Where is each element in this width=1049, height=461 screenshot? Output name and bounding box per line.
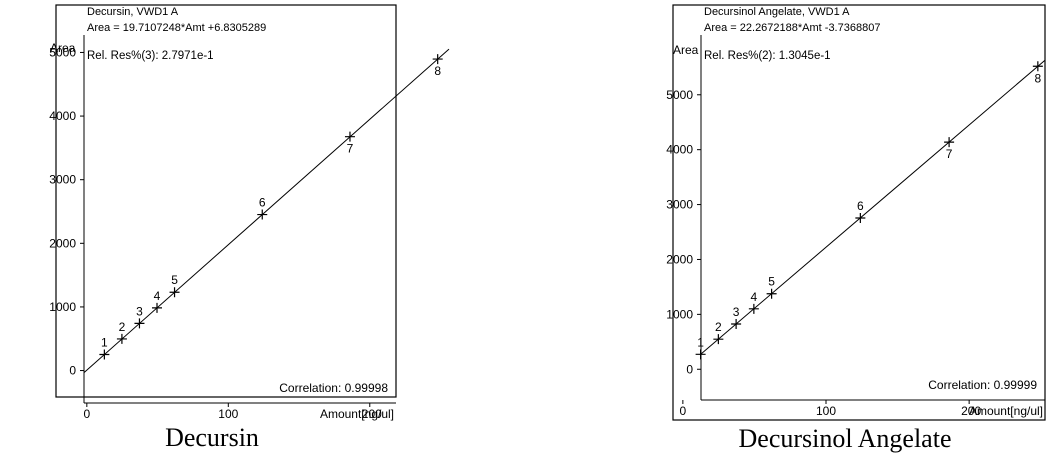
regression-equation: Area = 22.2672188*Amt -3.7368807: [704, 22, 880, 34]
regression-line: [83, 48, 450, 374]
data-point-label: 8: [434, 64, 441, 78]
decursinol-angelate-calibration-chart: 0 1000 2000 3000 4000 5000 0 100 200 Area Amount[n…: [666, 4, 1046, 453]
data-point-marker: [748, 303, 759, 314]
data-point-marker: [99, 349, 110, 360]
data-point-label: 4: [751, 290, 758, 304]
y-tick-label: 3000: [49, 173, 76, 187]
data-point-marker: [855, 212, 866, 223]
data-point-label: 3: [733, 305, 740, 319]
chart-title: Decursin, VWD1 A: [87, 6, 179, 18]
data-point-label: 2: [715, 320, 722, 334]
data-point-marker: [152, 302, 162, 313]
data-point-label: 8: [1034, 71, 1041, 85]
x-tick-label: 200: [362, 407, 382, 421]
x-tick-label: 0: [680, 404, 687, 418]
chart-frame: [672, 4, 1046, 421]
data-point-marker: [1032, 61, 1043, 72]
data-point-label: 3: [136, 304, 143, 318]
data-point-marker: [713, 334, 724, 345]
y-tick-label: 4000: [666, 143, 693, 157]
data-point-marker: [695, 349, 706, 360]
data-point-label: 1: [101, 336, 108, 350]
x-tick-label: 0: [83, 407, 90, 421]
data-point-label: 6: [857, 199, 864, 213]
x-tick-label: 100: [218, 407, 238, 421]
data-point-marker: [344, 131, 355, 142]
correlation-text: Correlation: 0.99998: [279, 381, 388, 395]
data-point-marker: [766, 288, 777, 299]
y-tick-label: 5000: [49, 45, 76, 59]
data-point-marker: [432, 54, 443, 65]
relative-residual: Rel. Res%(2): 1.3045e-1: [704, 50, 831, 62]
y-axis-label: Area: [50, 41, 76, 55]
chart-title: Decursinol Angelate, VWD1 A: [704, 6, 850, 18]
y-tick-label: 5000: [666, 88, 693, 102]
data-point-label: 7: [347, 142, 354, 156]
data-point-label: 4: [154, 289, 161, 303]
figure-caption: Decursin: [165, 423, 259, 452]
data-point-label: 2: [119, 320, 126, 334]
y-tick-label: 4000: [49, 109, 76, 123]
figure-caption: Decursinol Angelate: [739, 424, 952, 453]
x-tick-label: 100: [816, 404, 836, 418]
data-point-label: 5: [171, 273, 178, 287]
y-tick-label: 2000: [666, 252, 693, 266]
x-tick-label: 200: [961, 404, 981, 418]
data-point-marker: [257, 209, 268, 220]
regression-equation: Area = 19.7107248*Amt +6.8305289: [87, 22, 266, 34]
y-tick-label: 0: [686, 362, 693, 376]
data-point-marker: [116, 333, 127, 344]
data-point-marker: [134, 318, 145, 329]
y-tick-label: 1000: [49, 300, 76, 314]
data-point-label: 5: [768, 275, 775, 289]
relative-residual: Rel. Res%(3): 2.7971e-1: [87, 50, 214, 62]
x-axis-label: Amount[ng/ul]: [969, 404, 1043, 418]
data-point-marker: [731, 318, 742, 329]
y-tick-label: 2000: [49, 236, 76, 250]
decursin-calibration-chart: 0 1000 2000 3000 4000 5000 0 100 200 Area Amount[n…: [49, 4, 450, 452]
data-point-marker: [169, 287, 180, 298]
chart-frame: [55, 4, 397, 398]
x-axis-label: Amount[ng/ul]: [320, 407, 394, 421]
regression-line: [700, 59, 1046, 355]
data-point-label: 7: [946, 147, 953, 161]
y-axis-label: Area: [673, 43, 699, 57]
data-point-label: 1: [697, 335, 704, 349]
y-tick-label: 3000: [666, 198, 693, 212]
data-point-marker: [944, 137, 955, 148]
y-tick-label: 1000: [666, 307, 693, 321]
y-tick-label: 0: [69, 364, 76, 378]
correlation-text: Correlation: 0.99999: [928, 378, 1037, 392]
data-point-label: 6: [259, 196, 266, 210]
